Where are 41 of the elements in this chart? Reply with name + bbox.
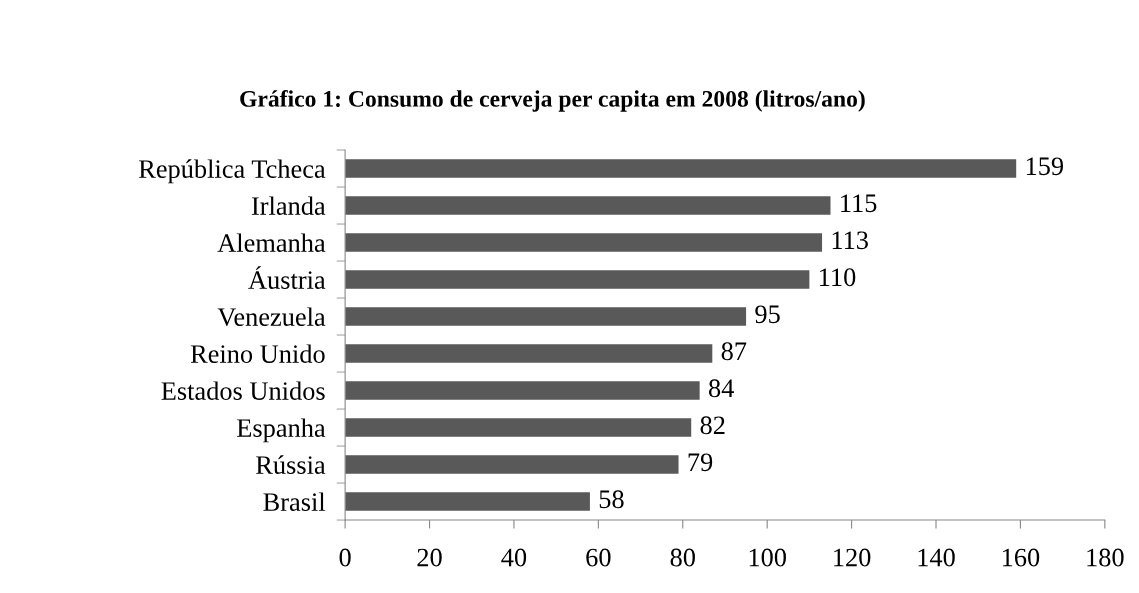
- x-tick-label: 100: [749, 548, 786, 567]
- bar: [345, 418, 692, 437]
- data-label: 58: [599, 490, 624, 509]
- y-tick-label: Rússia: [256, 455, 326, 474]
- bar: [345, 344, 713, 363]
- data-label: 115: [841, 194, 877, 213]
- chart-title: Gráfico 1: Consumo de cerveja per capita em 2008 (litros/ano): [240, 89, 865, 112]
- y-tick-label: Estados Unidos: [161, 381, 325, 400]
- bar: [345, 270, 810, 289]
- x-tick-label: 180: [1087, 548, 1124, 567]
- x-tick-label: 20: [417, 548, 442, 567]
- data-label: 82: [700, 416, 725, 435]
- data-label: 87: [721, 342, 747, 361]
- data-label: 79: [688, 453, 713, 472]
- bar: [345, 492, 590, 511]
- y-tick-label: Alemanha: [217, 233, 326, 252]
- data-label: 159: [1026, 157, 1064, 176]
- x-tick-label: 160: [1002, 548, 1040, 567]
- y-tick-label: Irlanda: [251, 196, 326, 215]
- data-label: 95: [755, 305, 780, 324]
- y-tick-label: Áustria: [248, 266, 326, 289]
- y-tick-label: Espanha: [237, 418, 326, 443]
- x-tick-label: 120: [834, 548, 871, 567]
- y-tick-label: Venezuela: [217, 307, 326, 327]
- x-tick-label: 60: [586, 548, 611, 567]
- y-tick-label: Brasil: [263, 492, 326, 511]
- y-tick-label: Reino Unido: [190, 344, 325, 363]
- x-tick-label: 140: [918, 548, 955, 567]
- data-label: 113: [832, 231, 868, 250]
- bar: [345, 455, 679, 474]
- bar: [345, 159, 1017, 178]
- y-tick-label: República Tcheca: [138, 159, 326, 184]
- x-tick-label: 0: [339, 548, 351, 567]
- x-tick-label: 40: [501, 548, 527, 567]
- bar: [345, 233, 823, 252]
- x-tick-label: 80: [670, 548, 695, 567]
- bar: [345, 196, 831, 215]
- bar: [345, 381, 700, 400]
- data-label: 110: [820, 268, 856, 287]
- data-label: 84: [708, 379, 734, 398]
- bar: [345, 307, 747, 326]
